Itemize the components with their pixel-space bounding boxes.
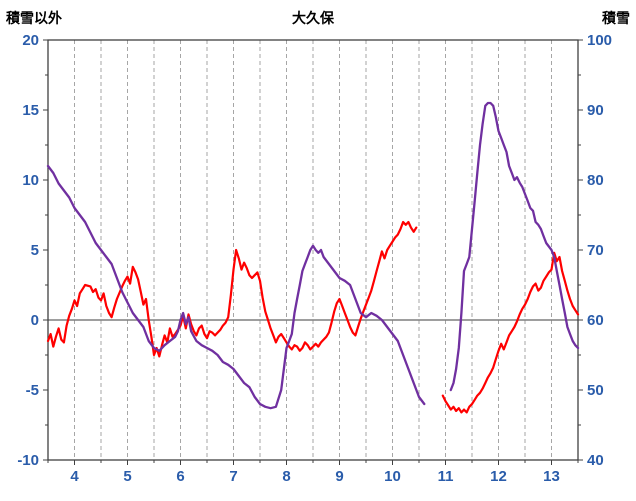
series-red-line xyxy=(441,251,580,414)
x-axis-tick-label: 13 xyxy=(543,468,560,485)
left-axis-title: 積雪以外 xyxy=(6,10,62,26)
x-axis-tick-label: 7 xyxy=(229,468,237,485)
left-axis-tick-label: 0 xyxy=(31,312,39,329)
chart-title: 大久保 xyxy=(292,10,334,26)
left-axis-tick-label: 20 xyxy=(22,32,39,49)
left-axis-tick-label: 5 xyxy=(31,242,39,259)
right-axis-tick-label: 50 xyxy=(587,382,604,399)
x-axis-tick-label: 5 xyxy=(123,468,131,485)
series-purple-line xyxy=(449,101,580,392)
x-axis-tick-label: 4 xyxy=(70,468,79,485)
x-axis-tick-label: 6 xyxy=(176,468,184,485)
right-axis-tick-label: 100 xyxy=(587,32,612,49)
left-axis-tick-label: 15 xyxy=(22,102,39,119)
x-axis-tick-label: 12 xyxy=(490,468,507,485)
right-axis-title: 積雪 xyxy=(602,10,630,26)
right-axis-tick-label: 40 xyxy=(587,452,604,469)
right-axis-tick-label: 80 xyxy=(587,172,604,189)
right-axis-tick-label: 90 xyxy=(587,102,604,119)
series-red-line xyxy=(46,220,418,358)
right-axis-tick-label: 70 xyxy=(587,242,604,259)
x-axis-tick-label: 11 xyxy=(438,468,454,485)
x-axis-tick-label: 9 xyxy=(335,468,343,485)
x-axis-tick-label: 8 xyxy=(282,468,290,485)
left-axis-tick-label: -10 xyxy=(17,452,39,469)
x-axis-tick-label: 10 xyxy=(384,468,401,485)
left-axis-tick-label: 10 xyxy=(22,172,39,189)
left-axis-tick-label: -5 xyxy=(26,382,39,399)
right-axis-tick-label: 60 xyxy=(587,312,604,329)
series-purple-line xyxy=(46,164,426,410)
